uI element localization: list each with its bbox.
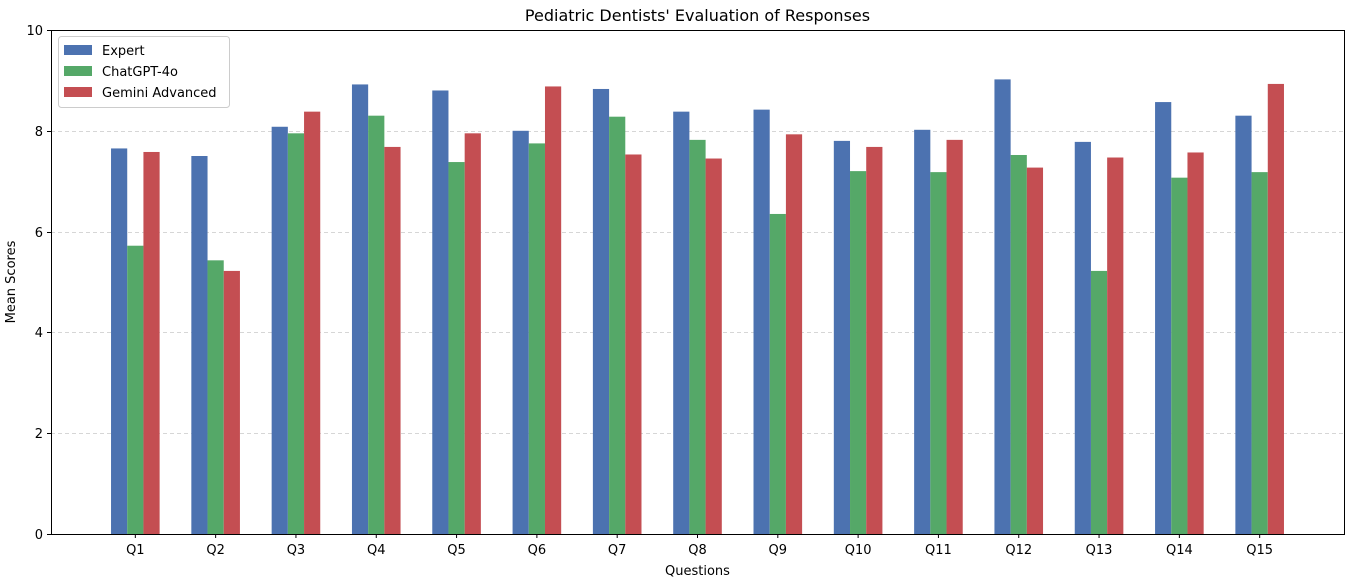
bar-q12-series-2 bbox=[1010, 154, 1027, 534]
y-tick-label-2: 2 bbox=[35, 427, 43, 442]
x-axis-ticks: Q1 Q2 Q3 Q4 Q5 Q6 Q7 Q8 Q9 Q10 Q11 Q12 Q13 Q14 Q15 bbox=[126, 534, 1273, 558]
bar-q9-series-1 bbox=[753, 109, 770, 534]
bar-q13-series-1 bbox=[1074, 141, 1091, 534]
legend-swatch-2 bbox=[64, 66, 92, 76]
y-tick-label-8: 8 bbox=[35, 125, 43, 140]
x-tick-label-q5: Q5 bbox=[447, 543, 466, 558]
x-tick-label-q13: Q13 bbox=[1086, 543, 1113, 558]
bar-q4-series-3 bbox=[384, 146, 401, 535]
x-tick-label-q11: Q11 bbox=[925, 543, 952, 558]
x-tick-label-q2: Q2 bbox=[206, 543, 225, 558]
bar-q6-series-1 bbox=[512, 130, 529, 535]
bar-q6-series-2 bbox=[528, 143, 545, 534]
y-tick-label-6: 6 bbox=[35, 226, 43, 241]
y-axis-label: Mean Scores bbox=[4, 240, 19, 323]
x-axis-label: Questions bbox=[665, 564, 730, 579]
chart-title: Pediatric Dentists' Evaluation of Respon… bbox=[525, 6, 870, 25]
bar-q8-series-1 bbox=[673, 111, 690, 534]
x-tick-label-q14: Q14 bbox=[1166, 543, 1193, 558]
bar-q9-series-3 bbox=[785, 134, 803, 534]
legend: Expert ChatGPT-4o Gemini Advanced bbox=[58, 36, 230, 108]
bar-q2-series-1 bbox=[191, 156, 208, 534]
bar-q1-series-2 bbox=[127, 245, 144, 534]
bar-q15-series-2 bbox=[1251, 172, 1268, 535]
bar-q13-series-2 bbox=[1090, 270, 1108, 534]
y-tick-label-10: 10 bbox=[26, 24, 43, 39]
bar-q9-series-2 bbox=[769, 213, 786, 534]
bar-q15-series-1 bbox=[1235, 115, 1252, 535]
bar-q7-series-2 bbox=[609, 116, 626, 535]
bar-q2-series-2 bbox=[207, 260, 224, 534]
y-tick-label-4: 4 bbox=[35, 326, 43, 341]
bar-q4-series-2 bbox=[368, 115, 385, 535]
bar-q10-series-3 bbox=[866, 146, 883, 535]
bar-q12-series-1 bbox=[994, 79, 1011, 534]
x-tick-label-q15: Q15 bbox=[1246, 543, 1273, 558]
bar-q5-series-3 bbox=[464, 133, 481, 534]
legend-label-2: ChatGPT-4o bbox=[102, 65, 178, 80]
bar-q1-series-3 bbox=[143, 151, 160, 534]
bar-q12-series-3 bbox=[1026, 167, 1044, 535]
bar-q14-series-2 bbox=[1171, 177, 1188, 534]
bars-layer bbox=[111, 79, 1284, 535]
legend-swatch-1 bbox=[64, 45, 92, 55]
bar-q13-series-3 bbox=[1107, 157, 1124, 534]
bar-q11-series-1 bbox=[914, 129, 931, 535]
x-tick-label-q8: Q8 bbox=[688, 543, 707, 558]
bar-q3-series-2 bbox=[287, 133, 305, 534]
x-tick-label-q9: Q9 bbox=[769, 543, 788, 558]
bar-q3-series-1 bbox=[271, 126, 288, 534]
bar-q7-series-3 bbox=[625, 154, 642, 534]
y-axis-ticks: 0 2 4 6 8 10 bbox=[26, 24, 51, 543]
x-tick-label-q10: Q10 bbox=[845, 543, 872, 558]
bar-q15-series-3 bbox=[1267, 83, 1284, 534]
bar-q8-series-3 bbox=[705, 158, 722, 534]
legend-label-3: Gemini Advanced bbox=[102, 86, 217, 101]
bar-q7-series-1 bbox=[592, 88, 610, 534]
x-tick-label-q7: Q7 bbox=[608, 543, 627, 558]
legend-label-1: Expert bbox=[102, 44, 145, 59]
x-tick-label-q3: Q3 bbox=[287, 543, 306, 558]
x-tick-label-q12: Q12 bbox=[1005, 543, 1032, 558]
bar-q8-series-2 bbox=[689, 139, 706, 534]
bar-q6-series-3 bbox=[544, 86, 562, 534]
bar-q3-series-3 bbox=[304, 111, 321, 534]
x-tick-label-q1: Q1 bbox=[126, 543, 145, 558]
bar-q14-series-3 bbox=[1187, 152, 1204, 535]
y-tick-label-0: 0 bbox=[35, 528, 43, 543]
bar-q5-series-2 bbox=[448, 162, 465, 534]
bar-q14-series-1 bbox=[1155, 102, 1172, 535]
bar-q11-series-2 bbox=[930, 172, 947, 535]
legend-box bbox=[58, 36, 230, 108]
x-tick-label-q6: Q6 bbox=[528, 543, 547, 558]
bar-q2-series-3 bbox=[223, 270, 240, 534]
bar-q5-series-1 bbox=[432, 90, 449, 534]
legend-swatch-3 bbox=[64, 87, 92, 97]
bar-q1-series-1 bbox=[111, 148, 128, 534]
bar-q10-series-1 bbox=[833, 140, 851, 534]
x-tick-label-q4: Q4 bbox=[367, 543, 386, 558]
bar-q10-series-2 bbox=[850, 171, 867, 534]
bar-q11-series-3 bbox=[946, 139, 963, 534]
bar-q4-series-1 bbox=[351, 84, 369, 534]
